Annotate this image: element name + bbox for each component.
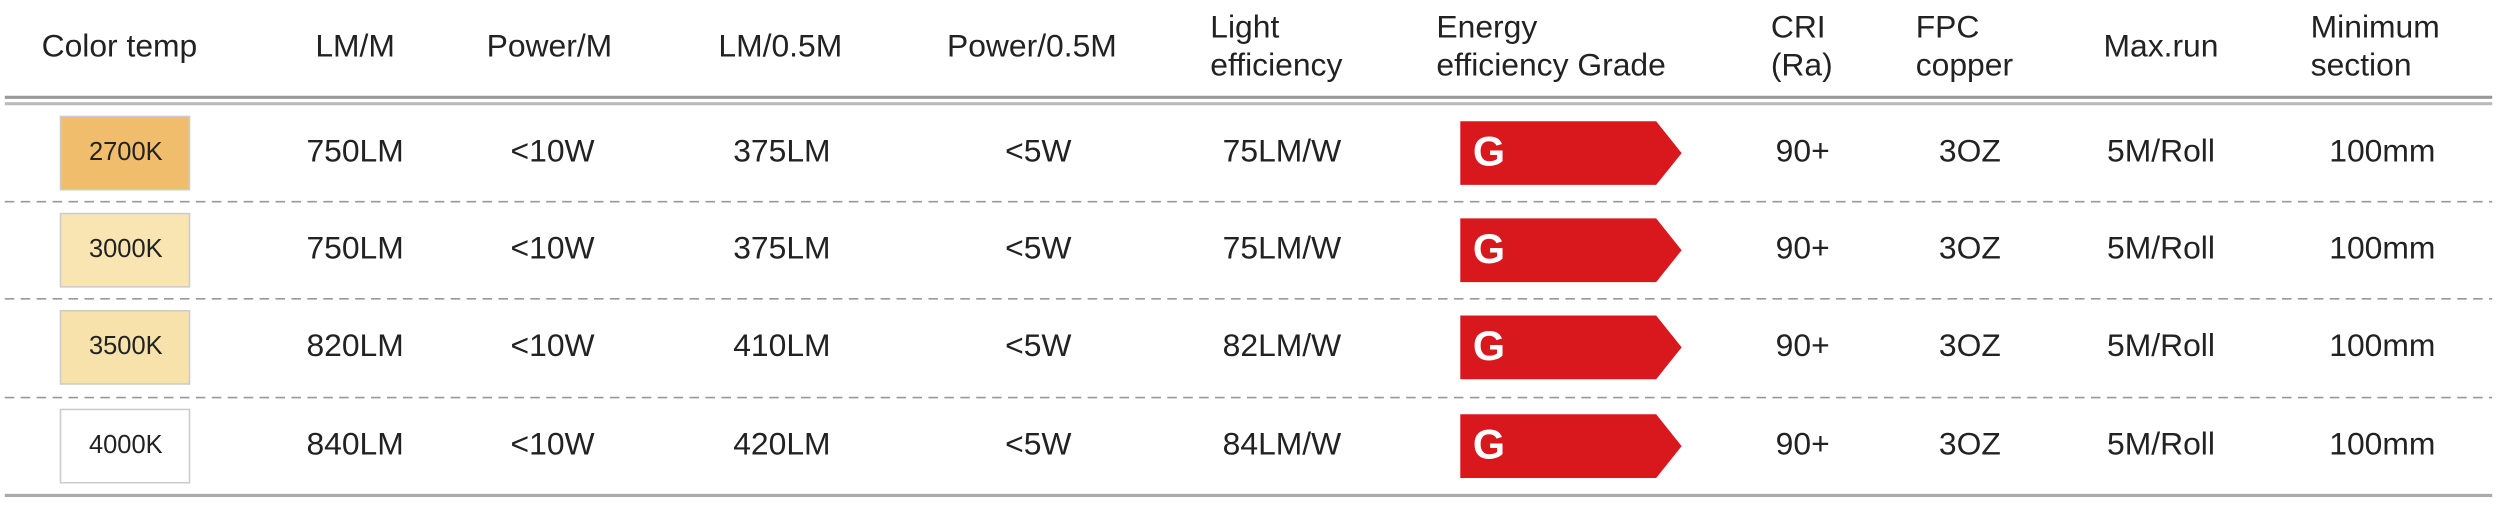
cell: 84LM/W <box>1223 426 1342 462</box>
header-cell: Minimum <box>2311 8 2440 44</box>
cell: <5W <box>1005 327 1071 363</box>
header-cell: efficiency <box>1210 46 1342 82</box>
cell: 5M/Roll <box>2107 426 2215 462</box>
header-cell: Power/M <box>487 27 613 63</box>
cell: 75LM/W <box>1223 132 1342 168</box>
cell: 750LM <box>306 230 403 266</box>
grade: G <box>1473 422 1505 468</box>
cell: 75LM/W <box>1223 230 1342 266</box>
header-cell: LM/M <box>315 27 395 63</box>
header-cell: Energy <box>1436 8 1537 44</box>
cell: 3OZ <box>1939 327 2001 363</box>
cell: 5M/Roll <box>2107 132 2215 168</box>
header-cell: LM/0.5M <box>718 27 842 63</box>
cell: <10W <box>511 132 595 168</box>
color-temp: 3000K <box>89 235 163 263</box>
cell: 820LM <box>306 327 403 363</box>
header-cell: Power/0.5M <box>947 27 1117 63</box>
cell: 5M/Roll <box>2107 327 2215 363</box>
grade: G <box>1473 129 1505 175</box>
header-cell: Color temp <box>42 27 198 63</box>
cell: 5M/Roll <box>2107 230 2215 266</box>
header-cell: efficiency Grade <box>1436 46 1665 82</box>
cell: <10W <box>511 327 595 363</box>
cell: <10W <box>511 230 595 266</box>
color-swatch <box>59 408 191 484</box>
grade: G <box>1473 323 1505 369</box>
grade: G <box>1473 226 1505 272</box>
cell: 375LM <box>733 132 830 168</box>
cell: 100mm <box>2329 426 2435 462</box>
cell: 90+ <box>1776 327 1830 363</box>
grade-arrow <box>1460 218 1682 283</box>
header-cell: FPC <box>1916 8 1980 44</box>
color-swatch <box>59 115 191 191</box>
cell: 375LM <box>733 230 830 266</box>
cell: <5W <box>1005 426 1071 462</box>
cell: 82LM/W <box>1223 327 1342 363</box>
cell: 410LM <box>733 327 830 363</box>
cell: 100mm <box>2329 132 2435 168</box>
color-swatch <box>59 309 191 385</box>
cell: 840LM <box>306 426 403 462</box>
cell: 100mm <box>2329 327 2435 363</box>
header-cell: section <box>2311 46 2412 82</box>
header-cell: (Ra) <box>1771 46 1833 82</box>
color-swatch <box>59 212 191 288</box>
color-temp: 3500K <box>89 332 163 360</box>
cell: <5W <box>1005 132 1071 168</box>
cell: 90+ <box>1776 132 1830 168</box>
grade-arrow <box>1460 315 1682 380</box>
grade-arrow <box>1460 414 1682 478</box>
header-cell: CRI <box>1771 8 1826 44</box>
cell: 420LM <box>733 426 830 462</box>
grade-arrow <box>1460 121 1682 185</box>
cell: 100mm <box>2329 230 2435 266</box>
cell: 3OZ <box>1939 132 2001 168</box>
cell: 90+ <box>1776 230 1830 266</box>
cell: <10W <box>511 426 595 462</box>
color-temp: 2700K <box>89 138 163 166</box>
header-cell: copper <box>1916 46 2014 82</box>
cell: 90+ <box>1776 426 1830 462</box>
color-temp: 4000K <box>89 431 163 459</box>
cell: 750LM <box>306 132 403 168</box>
cell: <5W <box>1005 230 1071 266</box>
cell: 3OZ <box>1939 426 2001 462</box>
header-cell: Max.run <box>2103 27 2218 63</box>
cell: 3OZ <box>1939 230 2001 266</box>
header-cell: Light <box>1210 8 1279 44</box>
